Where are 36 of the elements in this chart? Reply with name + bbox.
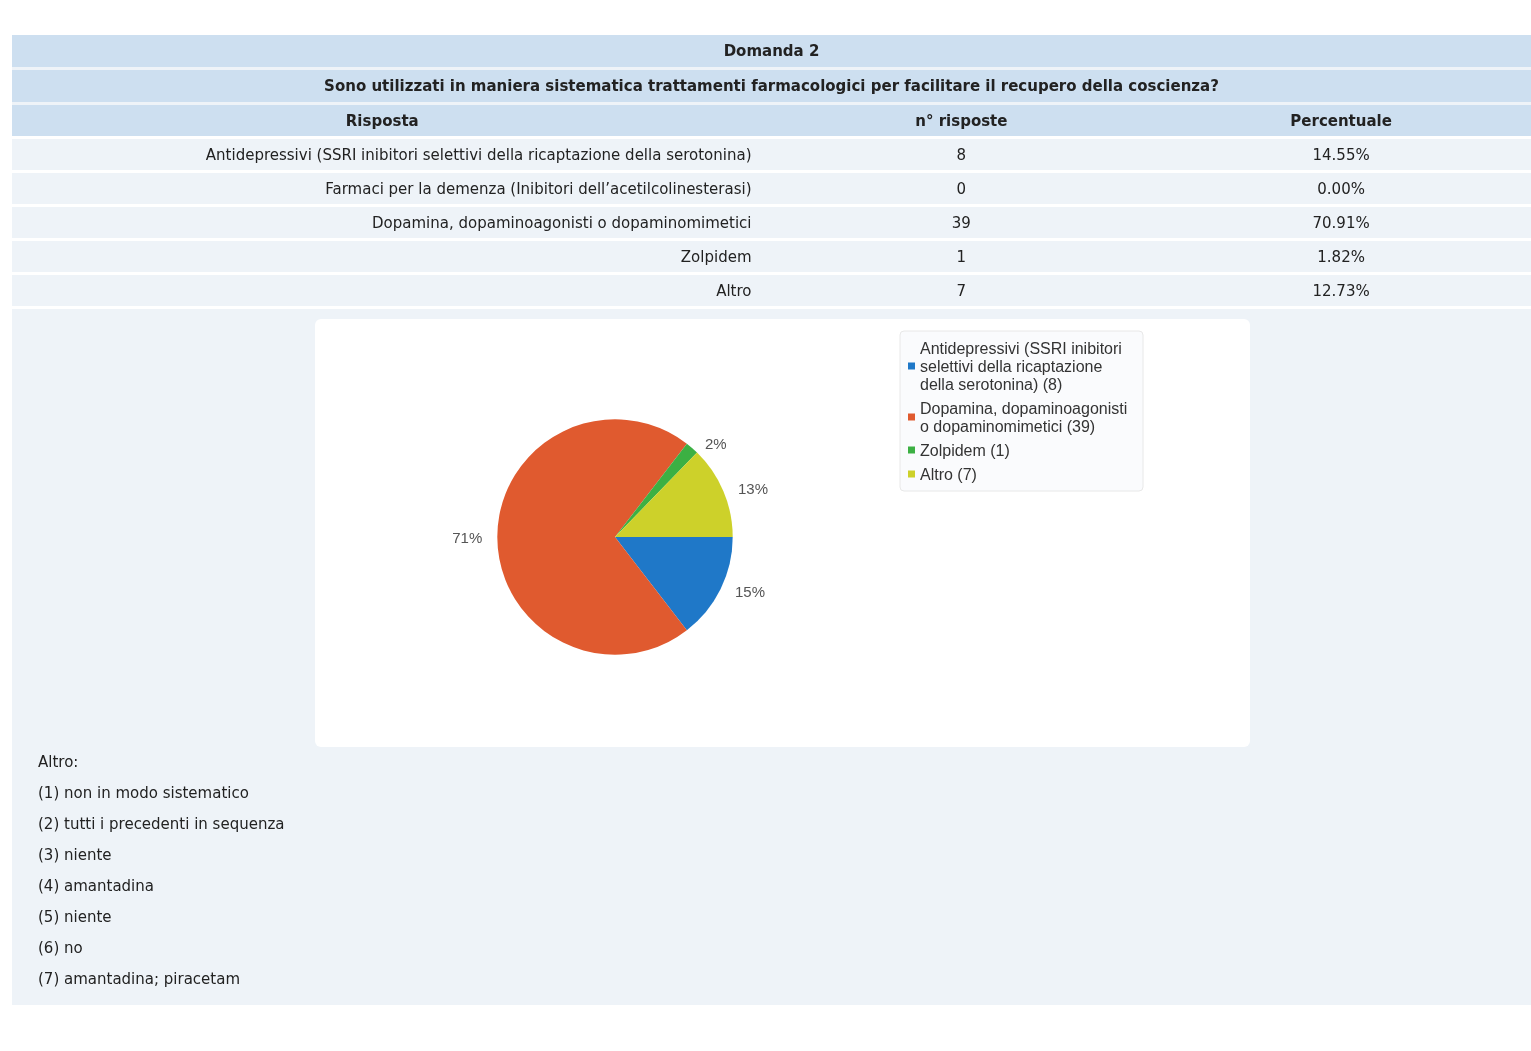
text: Antidepressivi (SSRI inibitori selettivi della ricaptazione della serotonina)	[12, 137, 772, 172]
text: (6) no	[37, 938, 84, 959]
text: Altro	[12, 273, 772, 308]
data-label: 2%	[704, 435, 727, 452]
text: n° risposte	[771, 105, 1152, 138]
text: Percentuale	[1151, 105, 1531, 138]
text: (3) niente	[37, 845, 113, 866]
text: Risposta	[12, 105, 772, 138]
text: 12.73%	[1151, 273, 1531, 308]
legend-label: Zolpidem (1)	[920, 441, 1010, 459]
text: 8	[771, 137, 1152, 172]
data-label: 13%	[737, 480, 768, 498]
text: Dopamina, dopaminoagonisti o dopaminomimetici	[12, 205, 772, 240]
text: 14.55%	[1151, 137, 1531, 172]
text: 1	[771, 239, 1152, 274]
text: (5) niente	[37, 907, 113, 928]
text: Altro:	[37, 752, 80, 773]
text: Sono utilizzati in maniera sistematica trattamenti farmacologici per facilitare il recupero della coscienza?	[12, 70, 1531, 102]
data-label: 15%	[735, 583, 766, 601]
text: (7) amantadina; piracetam	[37, 969, 241, 990]
text: Zolpidem	[12, 239, 772, 274]
text: (2) tutti i precedenti in sequenza	[37, 814, 286, 835]
data-label: 71%	[452, 528, 483, 546]
legend-label: Antidepressivi (SSRI inibitori selettivi della ricaptazione della serotonina) (8)	[920, 339, 1127, 393]
text: (1) non in modo sistematico	[37, 783, 250, 804]
text: 70.91%	[1151, 205, 1531, 240]
text: 1.82%	[1151, 239, 1531, 274]
text: 0.00%	[1151, 171, 1531, 206]
legend-label: Dopamina, dopaminoagonisti o dopaminomimetici (39)	[920, 399, 1132, 435]
legend-label: Altro (7)	[920, 465, 977, 483]
text: 39	[771, 205, 1152, 240]
text: (4) amantadina	[37, 876, 155, 897]
text: 0	[771, 171, 1152, 206]
text: Domanda 2	[12, 35, 1531, 67]
text: 7	[771, 273, 1152, 308]
text: Farmaci per la demenza (Inibitori dell’acetilcolinesterasi)	[12, 171, 772, 206]
